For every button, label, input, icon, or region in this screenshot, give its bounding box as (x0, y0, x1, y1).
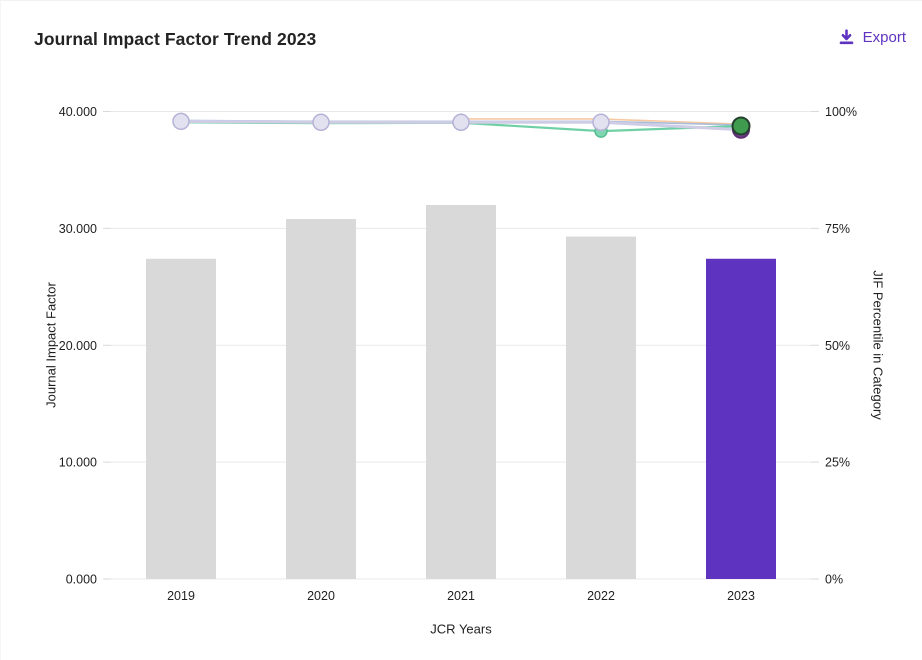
x-tick-label: 2020 (307, 589, 335, 603)
right-axis-title: JIF Percentile in Category (870, 270, 886, 420)
bar-2022[interactable] (566, 236, 636, 579)
percentile-series-4-marker[interactable] (592, 113, 610, 132)
bar-2020[interactable] (286, 219, 356, 579)
left-axis-tick-label: 10.000 (59, 456, 97, 470)
bar-2021[interactable] (426, 205, 496, 579)
bar-2019[interactable] (146, 258, 216, 579)
x-tick-label: 2019 (167, 589, 195, 603)
percentile-series-4-marker[interactable] (312, 113, 330, 132)
right-axis-tick-label: 100% (825, 105, 857, 119)
right-axis-tick-label: 50% (825, 339, 850, 353)
left-axis-title: Journal Impact Factor (43, 282, 59, 408)
right-axis-tick-label: 25% (825, 456, 850, 470)
x-tick-label: 2022 (587, 589, 615, 603)
right-axis-tick-label: 75% (825, 222, 850, 236)
left-axis-tick-label: 0.000 (66, 573, 97, 587)
percentile-series-4-marker[interactable] (172, 112, 190, 131)
right-axis-tick-label: 0% (825, 573, 843, 587)
export-button[interactable]: Export (838, 29, 906, 46)
download-icon (839, 29, 853, 45)
x-tick-label: 2021 (447, 589, 475, 603)
x-tick-label: 2023 (727, 589, 755, 603)
left-axis-tick-label: 40.000 (59, 105, 97, 119)
export-label: Export (862, 29, 906, 46)
percentile-series-4-marker[interactable] (452, 113, 470, 132)
percentile-series-3-end-marker[interactable] (731, 116, 751, 136)
left-axis-tick-label: 20.000 (59, 339, 97, 353)
x-axis-title: JCR Years (430, 621, 492, 637)
bar-2023[interactable] (706, 258, 776, 579)
left-axis-tick-label: 30.000 (59, 222, 97, 236)
page-title: Journal Impact Factor Trend 2023 (34, 29, 317, 49)
